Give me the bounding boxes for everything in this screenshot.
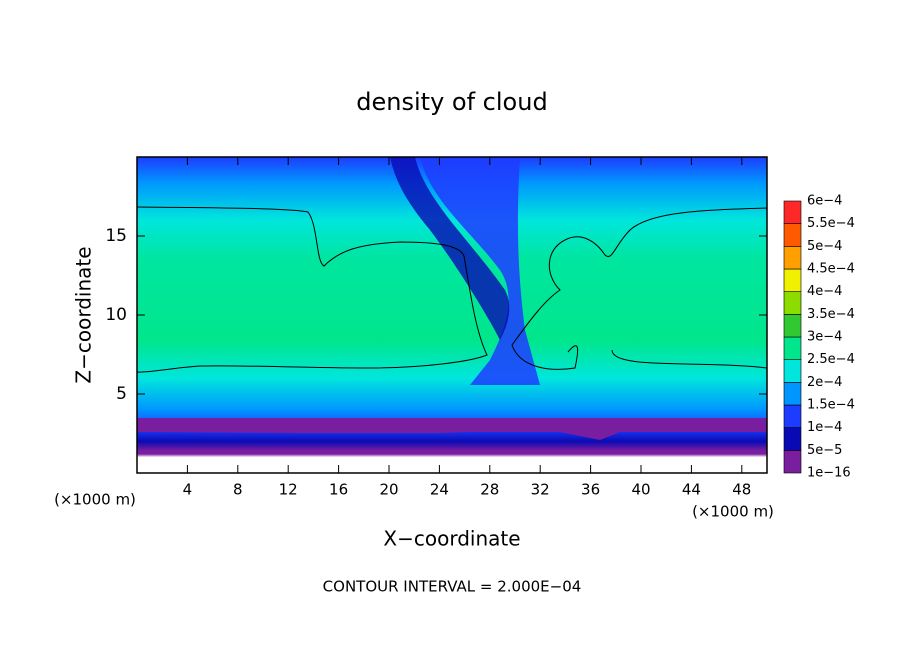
x-tick-label: 28 (480, 481, 499, 499)
colorbar-label: 1.5e−4 (807, 398, 855, 413)
colorbar-swatch (783, 450, 802, 474)
x-axis-label: X−coordinate (383, 527, 520, 551)
colorbar-label: 1e−4 (807, 420, 842, 435)
colorbar-swatch (783, 223, 802, 247)
plume (380, 157, 540, 385)
colorbar-label: 5e−4 (807, 239, 842, 254)
contour-line (136, 206, 488, 373)
colorbar-label: 5e−5 (807, 443, 842, 458)
colorbar-swatch (783, 246, 802, 270)
colorbar-label: 3.5e−4 (807, 307, 855, 322)
colorbar-label: 2e−4 (807, 375, 842, 390)
x-tick-label: 40 (631, 481, 650, 499)
colorbar-swatch (783, 200, 802, 224)
x-tick-label: 4 (183, 481, 193, 499)
z-unit-label: (×1000 m) (54, 491, 136, 509)
colorbar-label: 2.5e−4 (807, 352, 855, 367)
plume-core (390, 157, 510, 340)
bottom-band (137, 418, 767, 440)
colorbar-swatch (783, 268, 802, 292)
colorbar-swatch (783, 291, 802, 315)
x-tick-label: 12 (279, 481, 298, 499)
contour-line (511, 207, 768, 370)
field (136, 157, 768, 473)
y-tick-label: 5 (116, 384, 127, 404)
colorbar-swatch (783, 359, 802, 383)
footer-note: CONTOUR INTERVAL = 2.000E−04 (323, 578, 582, 596)
x-tick-label: 44 (682, 481, 701, 499)
y-tick-label: 10 (105, 305, 127, 325)
colorbar-label: 6e−4 (807, 194, 842, 209)
colorbar-swatch (783, 427, 802, 451)
colorbar-swatch (783, 404, 802, 428)
colorbar-label: 3e−4 (807, 330, 842, 345)
chart-title: density of cloud (356, 88, 547, 116)
x-tick-label: 32 (531, 481, 550, 499)
colorbar-swatch (783, 382, 802, 406)
colorbar-label: 1e−16 (807, 466, 851, 481)
x-unit-label: (×1000 m) (692, 503, 774, 521)
x-tick-label: 24 (430, 481, 449, 499)
x-tick-label: 20 (379, 481, 398, 499)
colorbar-swatch (783, 336, 802, 360)
x-tick-label: 16 (329, 481, 348, 499)
y-tick-label: 15 (105, 226, 127, 246)
x-tick-label: 8 (233, 481, 243, 499)
colorbar-label: 4e−4 (807, 284, 842, 299)
colorbar-swatch (783, 314, 802, 338)
x-tick-label: 48 (732, 481, 751, 499)
y-axis-label: Z−coordinate (72, 246, 96, 383)
x-tick-label: 36 (581, 481, 600, 499)
colorbar-label: 4.5e−4 (807, 262, 855, 277)
colorbar-label: 5.5e−4 (807, 216, 855, 231)
